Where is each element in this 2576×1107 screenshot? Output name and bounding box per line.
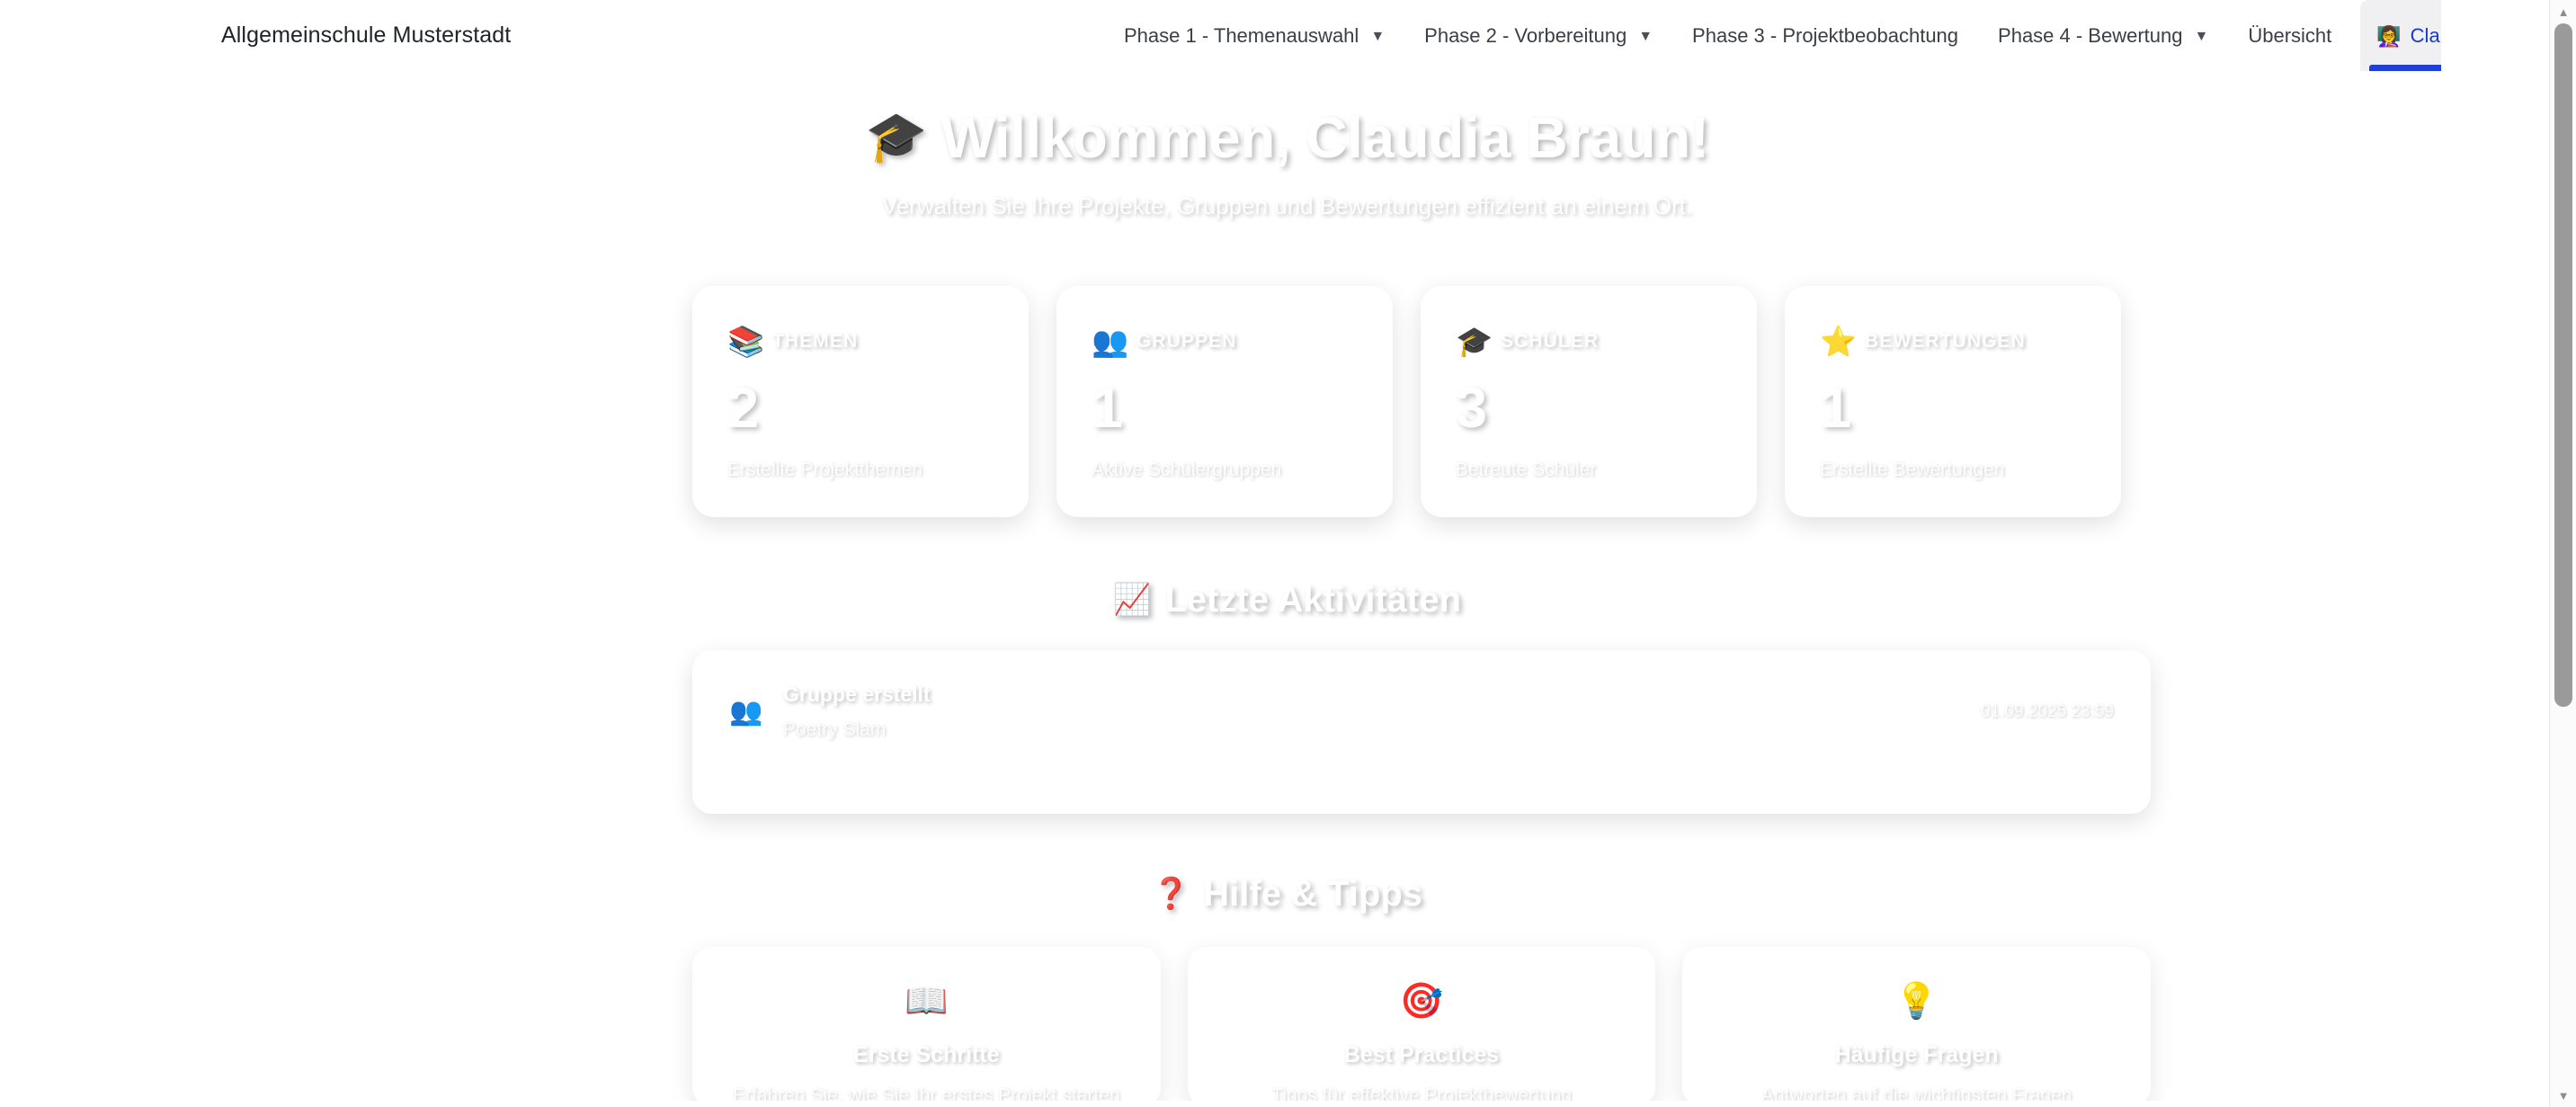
help-card-description: Erfahren Sie, wie Sie Ihr erstes Projekt… [732, 1085, 1120, 1101]
chart-increasing-icon: 📈 [1112, 583, 1152, 617]
chevron-down-icon: ▼ [2194, 28, 2209, 44]
list-item-text: Gruppe erstellt Poetry Slam [783, 683, 1981, 741]
help-card-title: Häufige Fragen [1834, 1042, 1999, 1067]
page-title-text: Willkommen, Claudia Braun! [940, 105, 1709, 170]
help-card-best-practices[interactable]: 🎯 Best Practices Tipps für effektive Pro… [1187, 947, 1656, 1101]
nav-item-phase-1[interactable]: Phase 1 - Themenauswahl ▼ [1104, 0, 1404, 71]
stat-card-themen[interactable]: 📚 THEMEN 2 Erstellte Projektthemen [692, 286, 1029, 517]
help-card-erste-schritte[interactable]: 📖 Erste Schritte Erfahren Sie, wie Sie I… [692, 947, 1161, 1101]
graduation-cap-icon: 🎓 [1456, 325, 1493, 358]
help-section-heading-text: Hilfe & Tipps [1203, 874, 1423, 914]
stat-card-label: GRUPPEN [1136, 330, 1237, 352]
stat-card-value: 3 [1456, 377, 1488, 440]
chevron-down-icon: ▼ [1370, 28, 1386, 44]
user-menu-label: Claudia Braun [2410, 23, 2441, 47]
stat-card-header: ⭐ BEWERTUNGEN [1820, 326, 2086, 356]
scrollbar-thumb[interactable] [2554, 23, 2572, 707]
help-card-title: Erste Schritte [853, 1042, 1000, 1067]
help-card-description: Tipps für effektive Projektbewertung [1271, 1085, 1572, 1101]
stat-card-header: 👥 GRUPPEN [1092, 326, 1358, 356]
scroll-down-arrow-icon[interactable]: ▼ [2557, 1088, 2570, 1103]
help-card-haeufige-fragen[interactable]: 💡 Häufige Fragen Antworten auf die wicht… [1682, 947, 2152, 1101]
people-icon: 👥 [729, 696, 763, 727]
nav-item-phase-3[interactable]: Phase 3 - Projektbeobachtung [1672, 0, 1978, 71]
page-left-gutter [0, 0, 133, 1107]
help-card-title: Best Practices [1343, 1042, 1500, 1067]
page-title: 🎓 Willkommen, Claudia Braun! [133, 104, 2441, 171]
stat-card-label: BEWERTUNGEN [1865, 330, 2026, 352]
stat-card-schueler[interactable]: 🎓 SCHÜLER 3 Betreute Schüler [1421, 286, 1757, 517]
nav-item-phase-4[interactable]: Phase 4 - Bewertung ▼ [1978, 0, 2228, 71]
stat-card-description: Erstellte Projektthemen [727, 460, 923, 480]
stat-card-header: 🎓 SCHÜLER [1456, 326, 1722, 356]
stat-card-description: Aktive Schülergruppen [1092, 460, 1282, 480]
lightbulb-icon: 💡 [1894, 982, 1939, 1021]
stat-card-label: SCHÜLER [1501, 330, 1600, 352]
open-book-icon: 📖 [905, 982, 949, 1021]
stat-card-value: 2 [727, 377, 760, 440]
hero-subtitle: Verwalten Sie Ihre Projekte, Gruppen und… [881, 192, 1693, 219]
navbar: Allgemeinschule Musterstadt Phase 1 - Th… [133, 0, 2441, 71]
nav-item-uebersicht[interactable]: Übersicht [2228, 0, 2351, 71]
stat-card-gruppen[interactable]: 👥 GRUPPEN 1 Aktive Schülergruppen [1056, 286, 1393, 517]
stat-card-header: 📚 THEMEN [727, 326, 994, 356]
help-section-heading: ❓ Hilfe & Tipps [133, 874, 2441, 915]
brand-title[interactable]: Allgemeinschule Musterstadt [221, 22, 512, 48]
scroll-up-arrow-icon[interactable]: ▲ [2557, 4, 2570, 19]
help-card-description: Antworten auf die wichtigsten Fragen [1760, 1085, 2072, 1101]
user-menu[interactable]: 👩‍🏫 Claudia Braun ▼ [2360, 0, 2441, 71]
list-item-subtitle: Poetry Slam [783, 719, 887, 740]
stat-card-description: Betreute Schüler [1456, 460, 1597, 480]
nav-item-label: Übersicht [2248, 23, 2332, 47]
page-body: Allgemeinschule Musterstadt Phase 1 - Th… [133, 0, 2441, 1101]
graduation-cap-icon: 🎓 [865, 109, 927, 165]
stat-card-bewertungen[interactable]: ⭐ BEWERTUNGEN 1 Erstellte Bewertungen [1785, 286, 2121, 517]
stat-card-value: 1 [1820, 377, 1852, 440]
nav-item-phase-2[interactable]: Phase 2 - Vorbereitung ▼ [1404, 0, 1672, 71]
nav-item-label: Phase 3 - Projektbeobachtung [1692, 23, 1959, 47]
stat-card-label: THEMEN [772, 330, 859, 352]
chevron-down-icon: ▼ [1638, 28, 1653, 44]
nav-item-label: Phase 2 - Vorbereitung [1424, 23, 1627, 47]
primary-navigation: Phase 1 - Themenauswahl ▼ Phase 2 - Vorb… [1104, 0, 2441, 71]
page-bottom-gutter [0, 1101, 2576, 1107]
question-mark-icon: ❓ [1151, 877, 1190, 911]
activity-section-heading: 📈 Letzte Aktivitäten [133, 580, 2441, 620]
people-icon: 👥 [1092, 325, 1129, 358]
list-item-timestamp: 01.09.2025 23:59 [1981, 701, 2114, 721]
list-item-title: Gruppe erstellt [783, 683, 931, 706]
help-cards-row: 📖 Erste Schritte Erfahren Sie, wie Sie I… [692, 947, 2152, 1101]
dart-target-icon: 🎯 [1399, 982, 1444, 1021]
activity-list: 👥 Gruppe erstellt Poetry Slam 01.09.2025… [692, 650, 2151, 814]
hero-section: 🎓 Willkommen, Claudia Braun! Verwalten Si… [133, 71, 2441, 220]
nav-item-label: Phase 1 - Themenauswahl [1124, 23, 1359, 47]
nav-item-label: Phase 4 - Bewertung [1998, 23, 2183, 47]
stat-card-value: 1 [1092, 377, 1124, 440]
teacher-icon: 👩‍🏫 [2376, 24, 2402, 48]
vertical-scrollbar[interactable]: ▲ ▼ [2549, 0, 2576, 1107]
stat-card-description: Erstellte Bewertungen [1820, 460, 2005, 480]
books-icon: 📚 [727, 325, 765, 358]
stats-row: 📚 THEMEN 2 Erstellte Projektthemen 👥 GRU… [692, 286, 2151, 517]
activity-section-heading-text: Letzte Aktivitäten [1164, 580, 1462, 620]
star-icon: ⭐ [1820, 325, 1858, 358]
list-item[interactable]: 👥 Gruppe erstellt Poetry Slam 01.09.2025… [729, 651, 2114, 773]
